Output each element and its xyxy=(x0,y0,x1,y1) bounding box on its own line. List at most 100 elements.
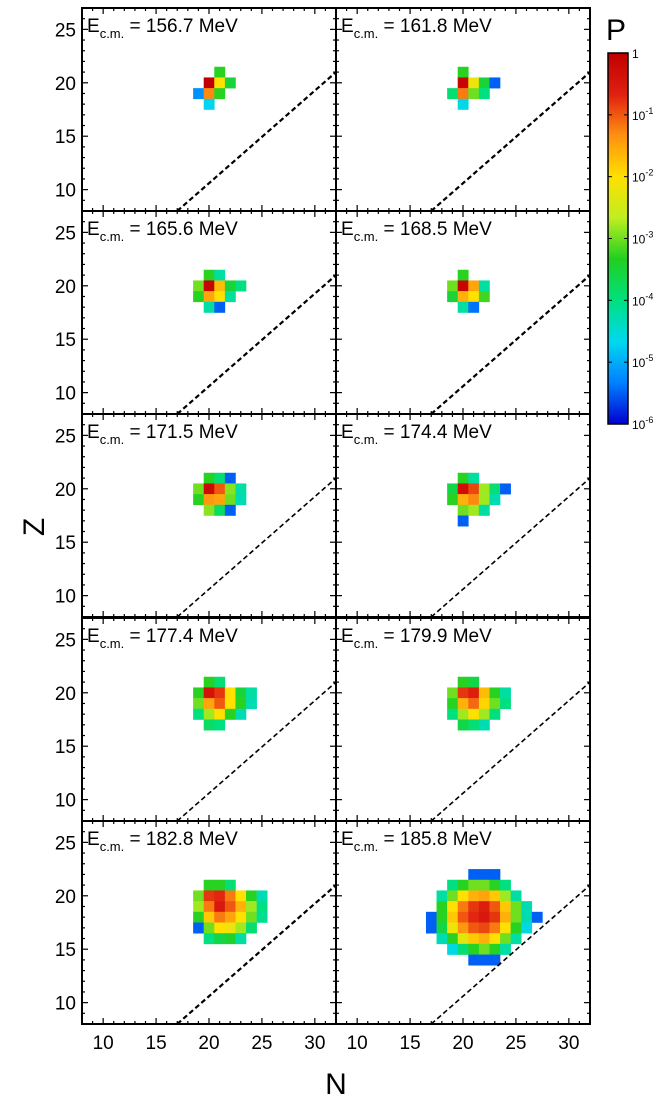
y-tick-label: 10 xyxy=(55,587,76,608)
heatmap-cell xyxy=(203,280,215,292)
heatmap-cell xyxy=(478,943,490,955)
heatmap-cell xyxy=(457,483,469,495)
reference-line xyxy=(176,477,336,617)
heatmap-cell xyxy=(193,922,205,934)
heatmap-cell xyxy=(193,280,205,292)
heatmap-cell xyxy=(500,922,511,934)
heatmap-cell xyxy=(235,911,247,923)
heatmap-cell xyxy=(203,890,215,902)
heatmap-cell xyxy=(193,88,205,100)
heatmap-cell xyxy=(447,291,459,303)
heatmap-cell xyxy=(224,77,236,89)
heatmap-cell xyxy=(256,911,268,923)
heatmap-cell xyxy=(235,922,247,934)
heatmap-cell xyxy=(500,483,511,495)
heatmap-cell xyxy=(203,483,215,495)
heatmap-cell xyxy=(214,698,226,710)
heatmap-cell xyxy=(457,922,469,934)
heatmap-cell xyxy=(447,483,459,495)
heatmap-cell xyxy=(447,879,459,891)
heatmap-cell xyxy=(510,901,522,913)
heatmap-cell xyxy=(447,911,459,923)
heatmap-cell xyxy=(436,922,448,934)
heatmap-cells xyxy=(193,472,247,516)
heatmap-cell xyxy=(203,879,215,891)
heatmap-cells xyxy=(193,879,268,945)
heatmap-cell xyxy=(246,698,257,710)
heatmap-cell xyxy=(425,922,437,934)
heatmap-cells xyxy=(447,66,501,110)
heatmap-cell xyxy=(214,494,226,506)
heatmap-cell xyxy=(489,943,501,955)
heatmap-cell xyxy=(214,687,226,699)
panel-frame xyxy=(335,820,591,1025)
x-tick-label: 10 xyxy=(347,1033,368,1054)
heatmap-cell xyxy=(489,687,501,699)
heatmap-cell xyxy=(468,687,480,699)
heatmap-cell xyxy=(457,280,469,292)
colorbar-tick-label: 1 xyxy=(632,47,639,61)
heatmap-cell xyxy=(224,504,236,516)
heatmap-cell xyxy=(235,890,247,902)
heatmap-cell xyxy=(256,890,268,902)
heatmap-cell xyxy=(214,890,226,902)
heatmap-cell xyxy=(203,504,215,516)
heatmap-cell xyxy=(468,719,480,731)
heatmap-cell xyxy=(193,483,205,495)
heatmap-cell xyxy=(203,269,215,281)
heatmap-cell xyxy=(468,301,480,313)
heatmap-cell xyxy=(457,515,469,527)
heatmap-cell xyxy=(447,890,459,902)
y-tick-label: 15 xyxy=(55,737,76,758)
heatmap-cell xyxy=(224,280,236,292)
heatmap-cell xyxy=(468,890,480,902)
heatmap-cell xyxy=(447,943,459,955)
heatmap-cell xyxy=(457,301,469,313)
heatmap-cell xyxy=(500,901,511,913)
colorbar-tick-label: 10-5 xyxy=(632,353,653,370)
panel-7: Ec.m. = 177.4 MeV 10 15 20 25 xyxy=(55,617,337,822)
heatmap-cell xyxy=(457,66,469,78)
heatmap-cell xyxy=(457,687,469,699)
reference-line xyxy=(176,274,336,414)
heatmap-cell xyxy=(489,708,501,720)
heatmap-cell xyxy=(235,933,247,945)
heatmap-cell xyxy=(468,504,480,516)
heatmap-cells xyxy=(447,269,490,313)
heatmap-cell xyxy=(203,472,215,484)
panel-8: Ec.m. = 179.9 MeV xyxy=(335,617,591,822)
heatmap-cell xyxy=(224,698,236,710)
heatmap-cell xyxy=(425,911,437,923)
heatmap-cell xyxy=(489,77,501,89)
energy-label: Ec.m. = 182.8 MeV xyxy=(87,829,238,854)
heatmap-cell xyxy=(436,933,448,945)
heatmap-cell xyxy=(478,280,490,292)
heatmap-cell xyxy=(457,890,469,902)
x-tick-label: 20 xyxy=(452,1033,473,1054)
heatmap-cell xyxy=(224,933,236,945)
energy-label: Ec.m. = 165.6 MeV xyxy=(87,219,238,244)
heatmap-cell xyxy=(510,933,522,945)
heatmap-cell xyxy=(193,494,205,506)
heatmap-cell xyxy=(489,698,501,710)
heatmap-cell xyxy=(457,504,469,516)
y-tick-label: 25 xyxy=(55,20,76,41)
reference-line xyxy=(430,681,590,821)
heatmap-cell xyxy=(203,494,215,506)
heatmap-cell xyxy=(214,88,226,100)
heatmap-cell xyxy=(510,922,522,934)
heatmap-cell xyxy=(214,483,226,495)
heatmap-cell xyxy=(193,901,205,913)
heatmap-cell xyxy=(214,291,226,303)
heatmap-cell xyxy=(489,954,501,966)
heatmap-cell xyxy=(468,901,480,913)
panel-10: Ec.m. = 185.8 MeV 10 15 20 25 30 xyxy=(335,820,591,1054)
heatmap-cell xyxy=(214,66,226,78)
y-tick-label: 15 xyxy=(55,330,76,351)
heatmap-cell xyxy=(214,676,226,688)
heatmap-cell xyxy=(224,708,236,720)
heatmap-cell xyxy=(478,911,490,923)
y-tick-label: 15 xyxy=(55,127,76,148)
energy-label: Ec.m. = 156.7 MeV xyxy=(87,16,238,41)
